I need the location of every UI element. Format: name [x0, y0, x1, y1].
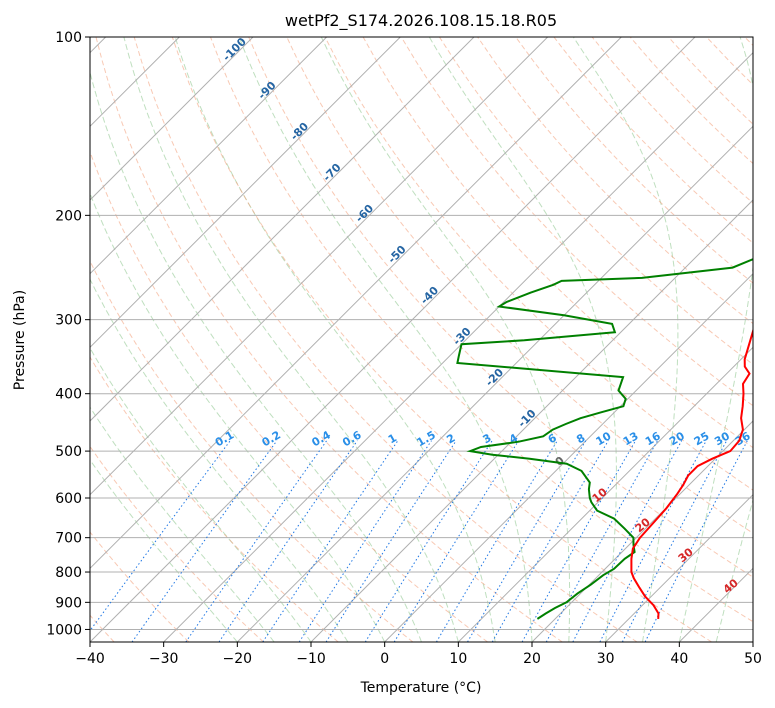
dry-adiabat	[515, 37, 753, 284]
y-axis-label: Pressure (hPa)	[12, 290, 28, 390]
dry-adiabat	[90, 356, 339, 642]
dry-adiabat	[133, 37, 638, 642]
x-tick-label: −20	[223, 651, 253, 667]
x-tick-label: 20	[523, 651, 541, 667]
mixing-ratio-line	[262, 440, 399, 642]
moist-adiabat	[90, 459, 238, 642]
temperature-line	[630, 327, 753, 619]
y-tick-label: 500	[55, 444, 82, 460]
isotherm-line	[384, 272, 753, 642]
mixing-ratio-line	[90, 440, 231, 632]
moist-adiabats	[90, 37, 753, 642]
dry-adiabat	[210, 37, 753, 623]
y-axis-ticks: 100 200 300 400 500 600 700 800 900 1000	[46, 30, 90, 638]
dry-adiabat	[95, 37, 563, 642]
moist-adiabat	[90, 278, 349, 642]
y-tick-label: 900	[55, 595, 82, 611]
dry-adiabat	[90, 531, 190, 642]
y-tick-label: 100	[55, 30, 82, 46]
mixing-ratio-line	[521, 440, 637, 642]
isotherm-line	[457, 346, 753, 642]
isotherm-line	[90, 37, 328, 275]
moist-adiabat	[90, 70, 422, 642]
x-tick-label: 30	[597, 651, 615, 667]
y-tick-label: 700	[55, 531, 82, 547]
moist-adiabat	[174, 37, 496, 642]
mixing-ratio-line	[467, 440, 587, 642]
mixing-ratio-lines	[90, 440, 748, 642]
dry-adiabat	[248, 37, 753, 578]
isobar-gridlines	[90, 37, 753, 630]
dry-adiabat	[171, 37, 712, 642]
x-tick-label: −30	[149, 651, 179, 667]
y-tick-label: 400	[55, 387, 82, 403]
x-tick-label: −10	[296, 651, 326, 667]
mixing-ratio-line	[545, 440, 659, 642]
x-tick-label: 40	[670, 651, 688, 667]
isotherm-line	[90, 37, 401, 349]
isotherm-line	[90, 37, 254, 201]
x-tick-label: 50	[744, 651, 762, 667]
isotherm-line	[90, 37, 475, 422]
dry-adiabat	[324, 37, 753, 491]
isotherm-line	[605, 493, 753, 642]
mixing-ratio-line	[131, 440, 278, 642]
y-tick-label: 200	[55, 208, 82, 224]
mixing-ratio-line	[185, 440, 328, 642]
mixing-ratio-line	[364, 440, 493, 642]
mixing-ratio-line	[325, 440, 457, 642]
moist-adiabat	[123, 37, 459, 642]
x-tick-label: 10	[449, 651, 467, 667]
mixing-ratio-line	[435, 440, 558, 642]
x-tick-label: −40	[75, 651, 105, 667]
mixing-ratio-line	[393, 440, 520, 642]
plot-area: -100-90-80-70-60-50-40-30-20-10 01020304…	[90, 37, 753, 642]
isotherm-line	[163, 51, 753, 642]
moist-adiabat	[678, 37, 753, 642]
y-tick-label: 800	[55, 565, 82, 581]
isotherm-line	[90, 37, 549, 496]
moist-adiabat	[238, 37, 533, 642]
isotherm-line	[90, 37, 622, 570]
mixing-ratio-line	[644, 440, 748, 642]
y-tick-label: 1000	[46, 622, 82, 638]
dry-adiabat	[90, 445, 264, 642]
plot-frame	[89, 36, 754, 643]
dry-adiabat	[438, 37, 753, 366]
isotherm-line	[310, 199, 753, 642]
moist-adiabat	[320, 37, 571, 642]
y-tick-label: 300	[55, 313, 82, 329]
y-tick-label: 600	[55, 491, 82, 507]
x-axis-ticks: −40 −30 −20 −10 0 10 20 30 40 50	[75, 642, 762, 667]
mixing-ratio-line	[298, 440, 432, 642]
dry-adiabat	[400, 37, 753, 407]
mixing-ratio-line	[572, 440, 683, 642]
moist-adiabat	[572, 37, 679, 642]
dry-adiabats	[90, 37, 753, 642]
x-axis-label: Temperature (°C)	[360, 680, 482, 696]
x-tick-label: 0	[380, 651, 389, 667]
moist-adiabat	[428, 37, 617, 642]
isotherm-line	[90, 37, 696, 642]
dry-adiabat	[90, 150, 488, 642]
mixing-ratio-line	[491, 440, 609, 642]
dewpoint-line	[456, 258, 753, 620]
chart-title: wetPf2_S174.2026.108.15.18.R05	[285, 11, 557, 31]
